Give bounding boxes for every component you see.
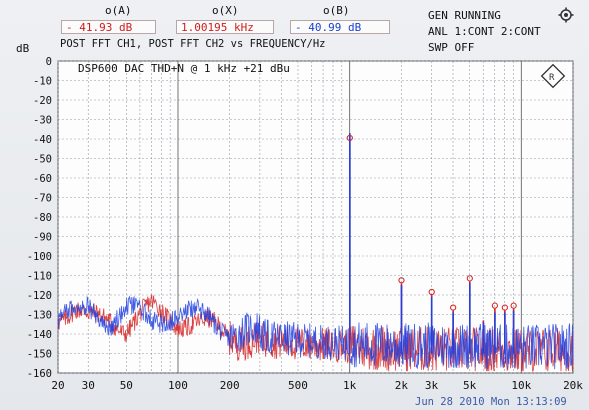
y-tick-label: -30 xyxy=(33,115,52,127)
x-tick-label: 10k xyxy=(511,379,531,392)
y-tick-label: -80 xyxy=(33,212,52,224)
measurement-description: POST FFT CH1, POST FFT CH2 vs FREQUENCY/… xyxy=(60,38,326,50)
harmonic-marker xyxy=(428,288,435,296)
settings-icon[interactable] xyxy=(558,7,574,23)
x-tick-label: 20k xyxy=(563,379,583,392)
harmonic-marker xyxy=(450,304,457,311)
svg-text:R: R xyxy=(549,73,555,83)
y-unit-label: dB xyxy=(16,42,30,55)
x-tick-label: 30 xyxy=(82,379,95,392)
x-tick-label: 500 xyxy=(288,379,308,392)
cursor-x-value: 1.00195 kHz xyxy=(176,20,274,34)
y-tick-label: -50 xyxy=(33,154,52,166)
cursor-x-label: o(X) xyxy=(212,4,239,17)
y-tick-label: -120 xyxy=(27,290,52,302)
harmonic-marker xyxy=(491,302,498,309)
analyzer-status: ANL 1:CONT 2:CONT xyxy=(428,25,541,38)
marker-layer xyxy=(346,134,517,311)
x-tick-label: 3k xyxy=(425,379,439,392)
logo-diamond-icon: R xyxy=(540,63,566,89)
y-tick-label: -140 xyxy=(27,329,52,341)
harmonic-marker xyxy=(466,275,473,282)
x-tick-label: 50 xyxy=(120,379,133,392)
cursor-b-value: - 40.99 dB xyxy=(290,20,390,34)
x-tick-label: 2k xyxy=(395,379,409,392)
y-tick-label: -150 xyxy=(27,349,52,361)
chart-title: DSP600 DAC THD+N @ 1 kHz +21 dBu xyxy=(78,62,290,75)
sweep-status: SWP OFF xyxy=(428,41,475,54)
x-tick-labels: 20 30 50 100 200 500 1k 2k 3k 5k 10k 20k xyxy=(51,379,583,392)
cursor-a-value: - 41.93 dB xyxy=(61,20,156,34)
y-tick-label: -70 xyxy=(33,193,52,205)
y-tick-label: -130 xyxy=(27,310,52,322)
harmonic-marker xyxy=(501,304,508,311)
harmonic-marker xyxy=(346,134,353,142)
cursor-b-label: o(B) xyxy=(323,4,350,17)
y-tick-label: -10 xyxy=(33,76,52,88)
y-tick-label: 0 xyxy=(46,56,52,68)
x-tick-label: 100 xyxy=(168,379,188,392)
y-tick-label: -20 xyxy=(33,95,52,107)
y-tick-label: -100 xyxy=(27,251,52,263)
y-tick-label: -40 xyxy=(33,134,52,146)
generator-status: GEN RUNNING xyxy=(428,9,501,22)
x-tick-label: 20 xyxy=(51,379,64,392)
x-tick-label: 200 xyxy=(220,379,240,392)
y-tick-label: -60 xyxy=(33,173,52,185)
y-tick-labels: 0 -10 -20 -30 -40 -50 -60 -70 -80 -90 -100 -110 -120… xyxy=(27,56,52,380)
timestamp: Jun 28 2010 Mon 13:13:09 xyxy=(415,396,567,408)
series-noise-trace xyxy=(57,295,574,370)
cursor-a-label: o(A) xyxy=(105,4,132,17)
y-tick-label: -110 xyxy=(27,271,52,283)
x-tick-label: 5k xyxy=(463,379,477,392)
y-tick-label: -160 xyxy=(27,368,52,380)
harmonic-marker xyxy=(510,302,517,309)
x-tick-label: 1k xyxy=(343,379,357,392)
harmonic-marker xyxy=(398,277,405,284)
y-tick-label: -90 xyxy=(33,232,52,244)
series-layer xyxy=(57,133,574,373)
